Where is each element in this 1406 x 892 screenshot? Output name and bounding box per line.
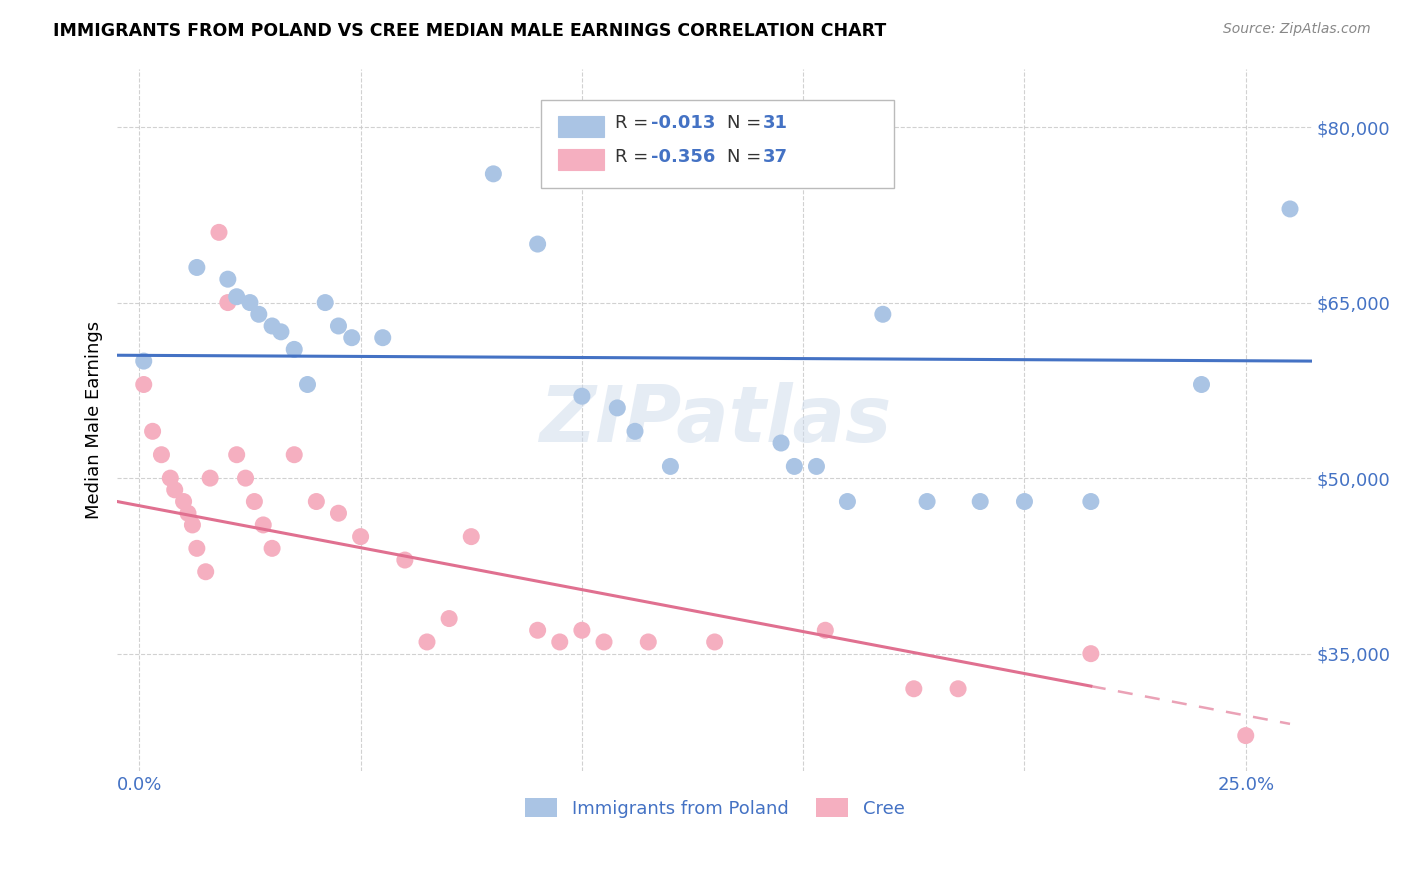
Point — [181, 517, 204, 532]
Point — [872, 307, 894, 321]
Point — [340, 331, 363, 345]
Point — [394, 553, 416, 567]
Point — [328, 318, 350, 333]
FancyBboxPatch shape — [541, 100, 894, 188]
Point — [946, 681, 969, 696]
Point — [1080, 494, 1102, 508]
Point — [186, 541, 208, 556]
Point — [225, 448, 247, 462]
Point — [437, 611, 460, 625]
Text: N =: N = — [727, 114, 766, 132]
Text: N =: N = — [727, 148, 766, 166]
Point — [371, 331, 394, 345]
Point — [783, 459, 806, 474]
Point — [314, 295, 336, 310]
Text: R =: R = — [616, 148, 654, 166]
Point — [1234, 729, 1257, 743]
Point — [305, 494, 328, 508]
Text: 31: 31 — [762, 114, 787, 132]
Point — [571, 389, 593, 403]
Point — [349, 530, 371, 544]
Point — [270, 325, 292, 339]
Point — [239, 295, 262, 310]
Text: -0.356: -0.356 — [651, 148, 716, 166]
Point — [659, 459, 682, 474]
Text: Source: ZipAtlas.com: Source: ZipAtlas.com — [1223, 22, 1371, 37]
Point — [606, 401, 628, 415]
Point — [235, 471, 257, 485]
Point — [243, 494, 266, 508]
Point — [247, 307, 270, 321]
Y-axis label: Median Male Earnings: Median Male Earnings — [86, 320, 103, 518]
Point — [177, 506, 200, 520]
Point — [132, 354, 155, 368]
Point — [548, 635, 571, 649]
Point — [252, 517, 274, 532]
Point — [225, 290, 247, 304]
Point — [163, 483, 186, 497]
Point — [416, 635, 439, 649]
FancyBboxPatch shape — [558, 116, 603, 136]
Point — [328, 506, 350, 520]
Point — [1279, 202, 1302, 216]
Text: R =: R = — [616, 114, 654, 132]
Point — [806, 459, 828, 474]
Text: 37: 37 — [762, 148, 787, 166]
Point — [903, 681, 925, 696]
Point — [1080, 647, 1102, 661]
Point — [1191, 377, 1213, 392]
Point — [593, 635, 616, 649]
Point — [262, 541, 284, 556]
Point — [217, 295, 239, 310]
Text: ZIPatlas: ZIPatlas — [538, 382, 891, 458]
Point — [150, 448, 173, 462]
Point — [526, 237, 548, 252]
Point — [262, 318, 284, 333]
Point — [159, 471, 181, 485]
Point — [814, 624, 837, 638]
Point — [637, 635, 659, 649]
Point — [142, 425, 165, 439]
Point — [283, 448, 305, 462]
Point — [703, 635, 725, 649]
Point — [194, 565, 217, 579]
Point — [915, 494, 938, 508]
Point — [173, 494, 195, 508]
Point — [297, 377, 319, 392]
Text: -0.013: -0.013 — [651, 114, 716, 132]
Point — [283, 343, 305, 357]
Point — [969, 494, 991, 508]
Point — [482, 167, 505, 181]
Point — [526, 624, 548, 638]
Point — [132, 377, 155, 392]
Point — [460, 530, 482, 544]
Point — [571, 624, 593, 638]
Legend: Immigrants from Poland, Cree: Immigrants from Poland, Cree — [517, 790, 911, 825]
FancyBboxPatch shape — [558, 149, 603, 170]
Point — [770, 436, 793, 450]
Point — [837, 494, 859, 508]
Point — [208, 225, 231, 239]
Point — [1014, 494, 1036, 508]
Point — [624, 425, 647, 439]
Point — [198, 471, 221, 485]
Text: IMMIGRANTS FROM POLAND VS CREE MEDIAN MALE EARNINGS CORRELATION CHART: IMMIGRANTS FROM POLAND VS CREE MEDIAN MA… — [53, 22, 887, 40]
Point — [217, 272, 239, 286]
Point — [186, 260, 208, 275]
